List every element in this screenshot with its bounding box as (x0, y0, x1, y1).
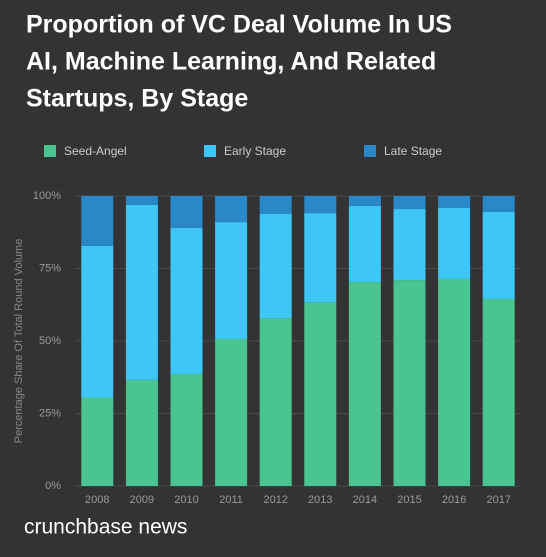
y-tick-label: 0% (45, 480, 61, 492)
bar-segment (393, 280, 426, 486)
legend-label: Seed-Angel (64, 144, 127, 158)
x-tick-label: 2015 (397, 494, 421, 506)
bar-segment (259, 318, 292, 486)
x-tick-label: 2013 (308, 494, 332, 506)
bar-segment (393, 196, 426, 210)
x-tick-label: 2012 (263, 494, 287, 506)
legend-swatch (44, 145, 56, 157)
bar-segment (125, 196, 158, 205)
chart-title: AI, Machine Learning, And Related (26, 48, 436, 76)
x-tick-label: 2009 (130, 494, 154, 506)
bar-segment (81, 397, 114, 486)
y-tick-label: 75% (39, 262, 61, 274)
x-tick-label: 2016 (442, 494, 466, 506)
bar-segment (125, 204, 158, 380)
bar-segment (304, 196, 337, 214)
bar-segment (170, 374, 203, 486)
bar-segment (348, 282, 381, 486)
bar-segment (393, 209, 426, 281)
x-tick-label: 2014 (353, 494, 377, 506)
x-tick-label: 2010 (174, 494, 198, 506)
bar-segment (482, 211, 515, 299)
bar-segment (348, 196, 381, 206)
bar-segment (125, 379, 158, 486)
x-tick-label: 2008 (85, 494, 109, 506)
legend-label: Early Stage (224, 144, 286, 158)
bar-segment (259, 213, 292, 319)
bar-segment (438, 278, 471, 486)
source: crunchbase news (24, 516, 187, 539)
y-axis-label: Percentage Share Of Total Round Volume (13, 239, 25, 444)
bar-segment (215, 196, 248, 223)
x-tick-label: 2011 (219, 494, 243, 506)
bar-segment (482, 196, 515, 212)
bar-segment (482, 298, 515, 486)
bar-segment (81, 196, 114, 246)
x-tick-label: 2017 (486, 494, 510, 506)
bar-segment (304, 302, 337, 486)
y-tick-label: 100% (33, 190, 61, 202)
bar-segment (215, 222, 248, 339)
legend-label: Late Stage (384, 144, 442, 158)
chart-title: Startups, By Stage (26, 85, 248, 113)
bar-segment (81, 245, 114, 398)
legend-swatch (364, 145, 376, 157)
y-tick-label: 25% (39, 407, 61, 419)
bar-segment (170, 227, 203, 375)
bar-segment (438, 207, 471, 279)
bar-segment (170, 196, 203, 228)
bar-segment (259, 196, 292, 214)
bar-segment (348, 205, 381, 283)
legend-swatch (204, 145, 216, 157)
bar-segment (438, 196, 471, 208)
chart-title: Proportion of VC Deal Volume In US (26, 11, 452, 39)
bar-segment (304, 213, 337, 303)
y-tick-label: 50% (39, 335, 61, 347)
bar-segment (215, 338, 248, 486)
